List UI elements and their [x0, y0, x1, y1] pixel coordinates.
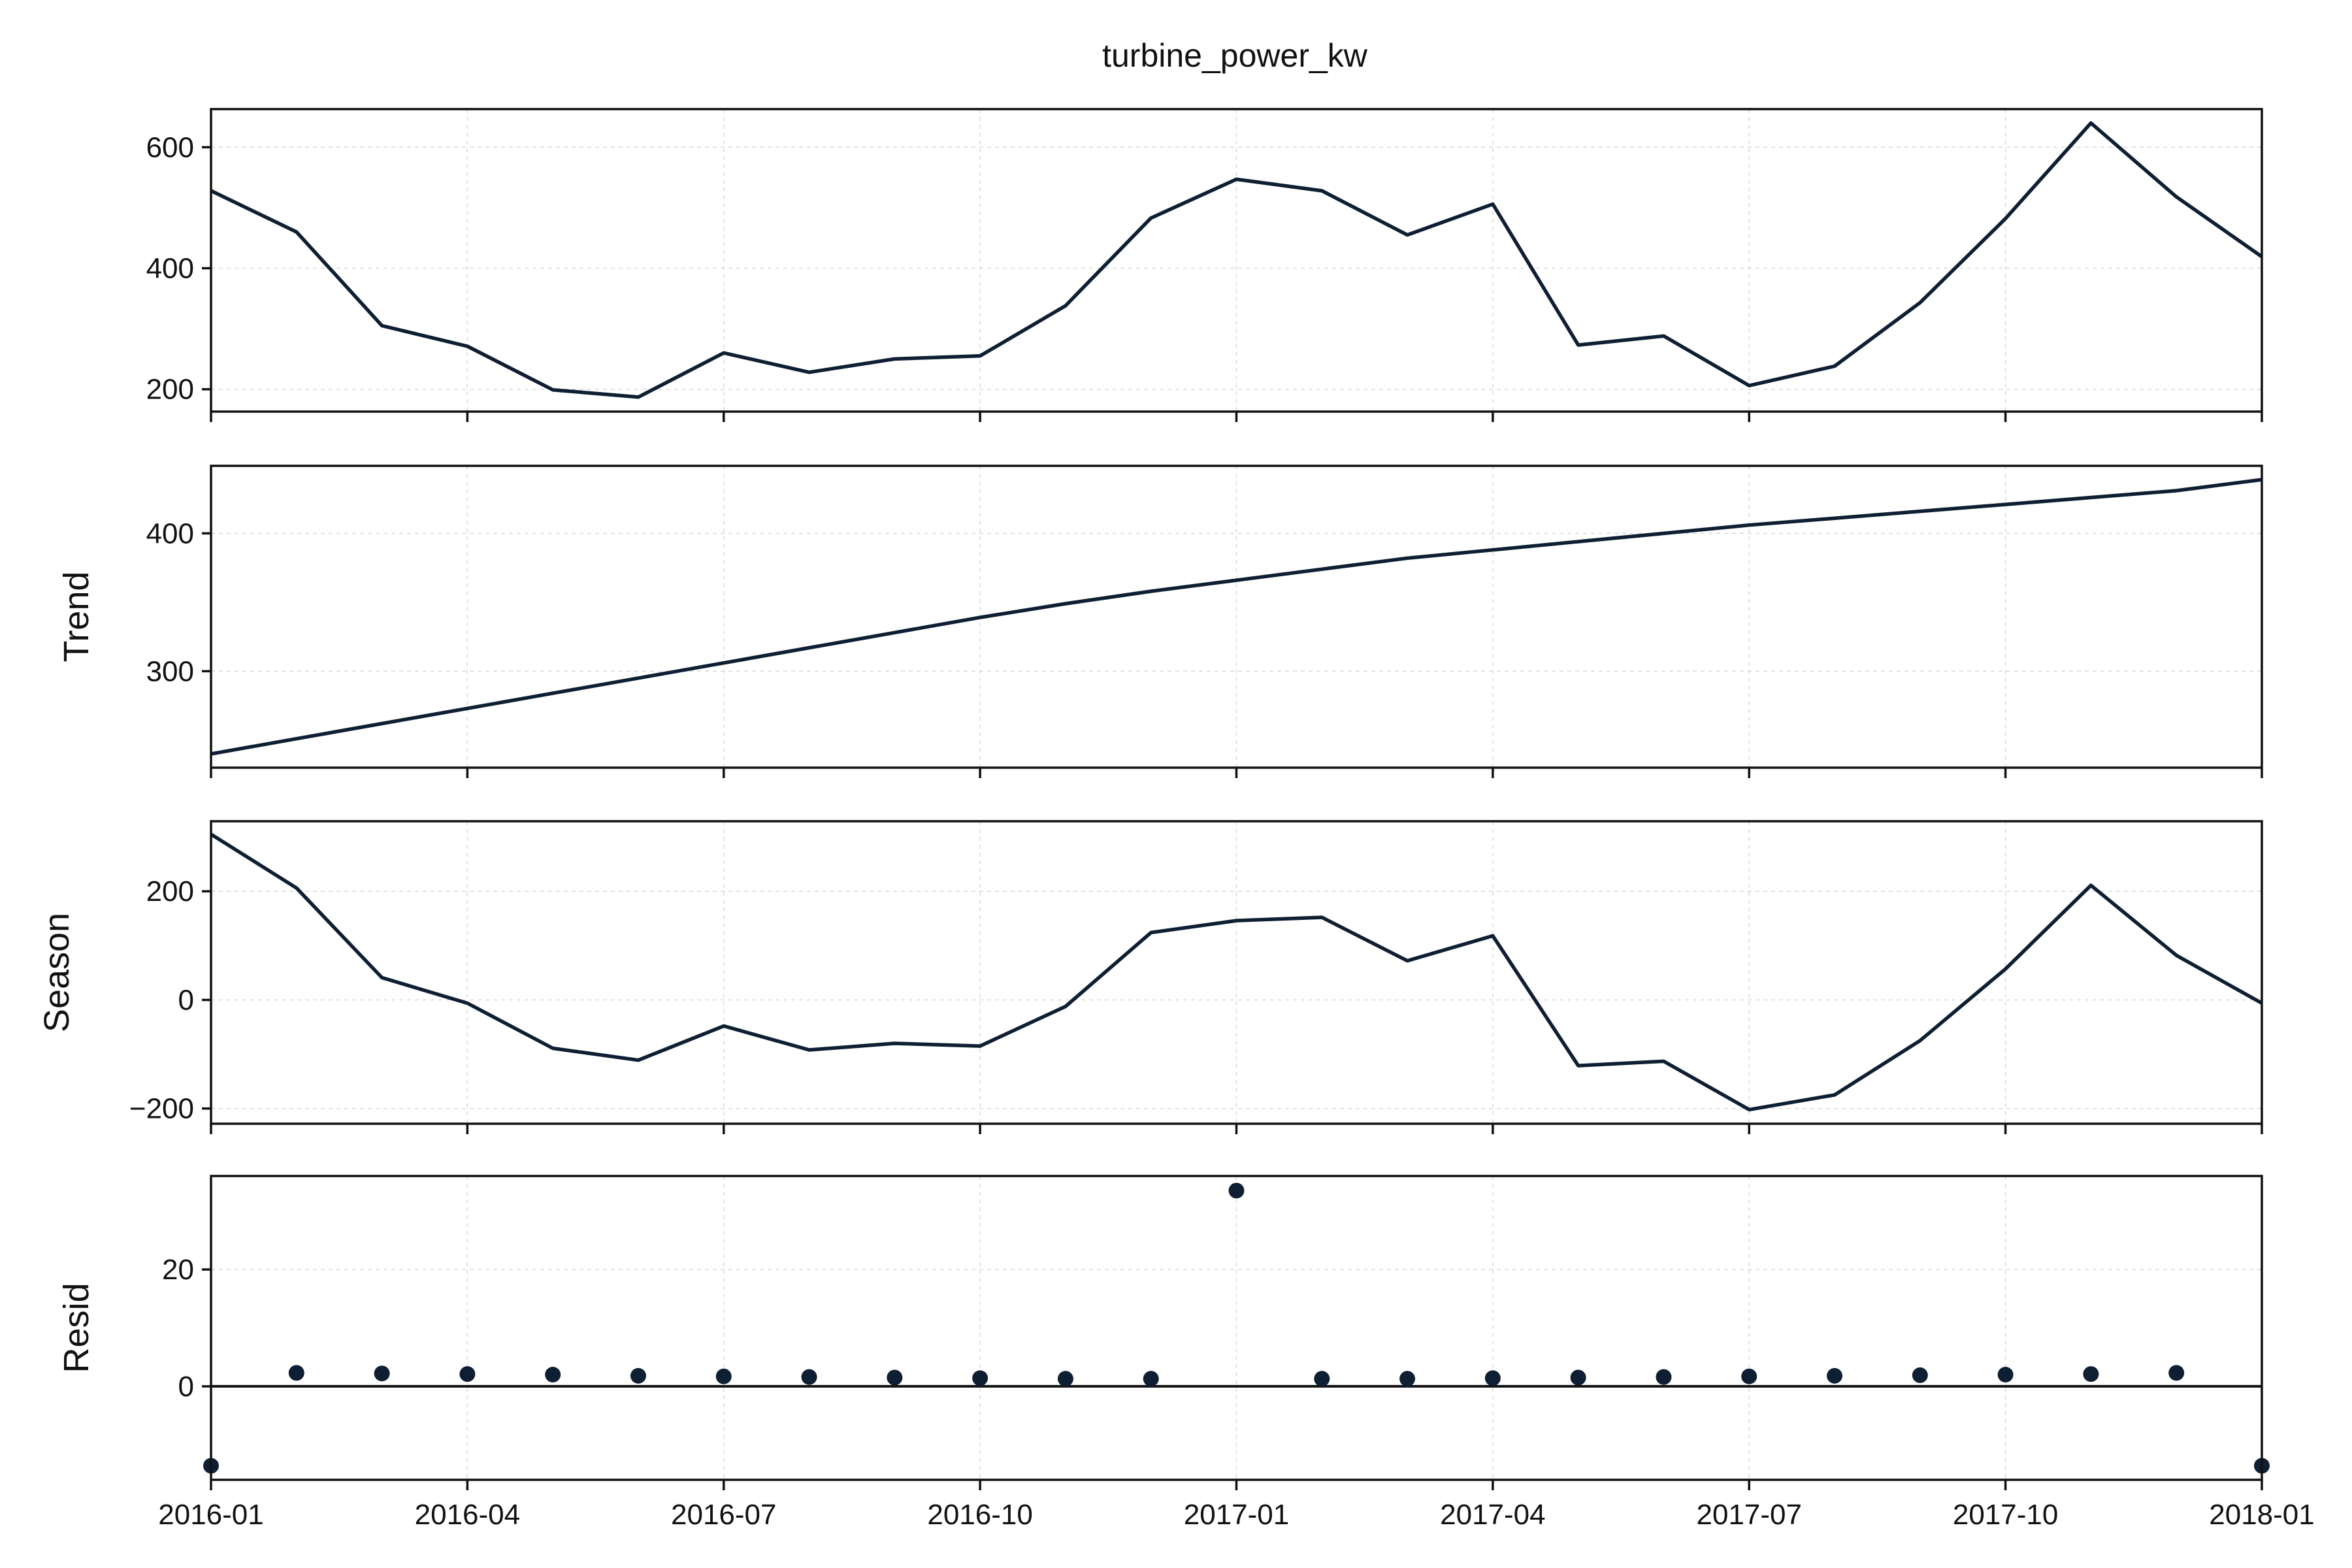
- panel-observed: 200 400 600: [146, 108, 2263, 422]
- resid-point: [2168, 1365, 2185, 1381]
- x-axis-labels: 2016-01 2016-04 2016-07 2016-10 2017-01 2017-…: [158, 1499, 2314, 1531]
- y-tick-label: 200: [146, 875, 194, 907]
- resid-point: [1057, 1371, 1073, 1387]
- series-line-season: [210, 832, 2263, 1112]
- resid-point: [374, 1365, 390, 1382]
- y-tick-label: 600: [146, 131, 194, 163]
- resid-point: [545, 1367, 561, 1383]
- x-tick-label: 2016-01: [158, 1499, 263, 1531]
- resid-point: [1484, 1370, 1501, 1386]
- resid-point: [1314, 1371, 1330, 1387]
- resid-point: [1741, 1368, 1757, 1384]
- y-tick-label: 20: [162, 1254, 194, 1286]
- series-line-trend: [210, 478, 2262, 756]
- y-axis-label: Trend: [57, 571, 96, 662]
- resid-point: [1912, 1367, 1928, 1383]
- x-tick-label: 2018-01: [2209, 1499, 2314, 1531]
- x-tick-label: 2016-10: [927, 1499, 1032, 1531]
- resid-point: [801, 1369, 817, 1385]
- resid-point: [1399, 1371, 1416, 1387]
- y-tick-label: 300: [146, 655, 194, 687]
- resid-point: [459, 1366, 476, 1382]
- resid-point: [1570, 1369, 1586, 1386]
- resid-point: [630, 1367, 646, 1384]
- x-tick-label: 2017-04: [1440, 1499, 1545, 1531]
- y-tick-label: 400: [146, 253, 194, 285]
- y-tick-label: 0: [178, 1371, 194, 1403]
- resid-point: [1143, 1371, 1159, 1387]
- panel-season: −200 0 200 Season: [37, 820, 2263, 1134]
- resid-point: [1827, 1367, 1843, 1384]
- resid-point: [887, 1369, 903, 1386]
- y-tick-label: 200: [146, 374, 194, 406]
- resid-point: [1656, 1369, 1672, 1385]
- panel-resid: 0 20 Resid: [57, 1175, 2270, 1490]
- panels: 200 400 600 300 400 Trend −200 0 200 Season 0 20 Res…: [37, 108, 2315, 1531]
- resid-point: [715, 1368, 732, 1384]
- x-tick-label: 2016-04: [415, 1499, 520, 1531]
- series-line-observed: [210, 121, 2263, 399]
- x-tick-label: 2017-10: [1953, 1499, 2058, 1531]
- x-tick-label: 2016-07: [671, 1499, 776, 1531]
- y-axis-label: Season: [37, 913, 76, 1032]
- resid-point: [1997, 1367, 2014, 1383]
- y-tick-label: −200: [129, 1093, 194, 1125]
- resid-point: [2083, 1366, 2099, 1382]
- resid-point: [972, 1370, 988, 1386]
- x-tick-label: 2017-01: [1184, 1499, 1289, 1531]
- resid-point: [1228, 1183, 1245, 1199]
- x-tick-label: 2017-07: [1697, 1499, 1802, 1531]
- y-axis-label: Resid: [57, 1282, 96, 1373]
- y-tick-label: 0: [178, 984, 194, 1016]
- resid-point: [288, 1365, 304, 1381]
- panel-trend: 300 400 Trend: [57, 465, 2263, 778]
- chart-title: turbine_power_kw: [1102, 37, 1368, 74]
- y-tick-label: 400: [146, 517, 194, 549]
